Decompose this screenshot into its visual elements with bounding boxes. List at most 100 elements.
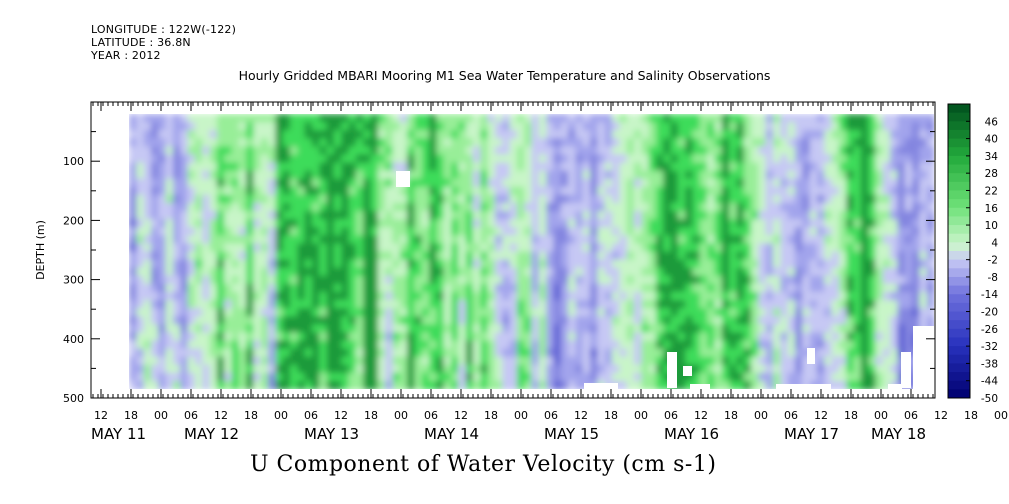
x-hour-label: 18 bbox=[364, 409, 378, 422]
y-tick-label: 400 bbox=[63, 333, 84, 346]
x-hour-label: 06 bbox=[184, 409, 198, 422]
x-hour-label: 12 bbox=[454, 409, 468, 422]
colorbar-swatch bbox=[948, 276, 970, 287]
x-day-label: MAY 11 bbox=[91, 425, 146, 443]
x-hour-label: 06 bbox=[304, 409, 318, 422]
year-label: YEAR : 2012 bbox=[91, 49, 161, 62]
x-hour-label: 00 bbox=[154, 409, 168, 422]
colorbar-swatch bbox=[948, 268, 970, 278]
colorbar-swatch bbox=[948, 328, 970, 338]
data-gap bbox=[901, 352, 911, 388]
x-hour-label: 00 bbox=[394, 409, 408, 422]
colorbar-swatch bbox=[948, 346, 970, 356]
colorbar-swatch bbox=[948, 302, 970, 313]
missing-data-gaps bbox=[396, 171, 935, 391]
x-hour-label: 18 bbox=[724, 409, 738, 422]
colorbar-label: -2 bbox=[988, 255, 998, 267]
chart-title: Hourly Gridded MBARI Mooring M1 Sea Wate… bbox=[238, 68, 771, 83]
data-gap bbox=[807, 348, 815, 364]
colorbar-label: 4 bbox=[991, 237, 998, 249]
colorbar-label: -38 bbox=[981, 358, 998, 370]
colorbar-swatch bbox=[948, 104, 970, 114]
colorbar-swatch bbox=[948, 311, 970, 321]
colorbar-swatch bbox=[948, 389, 970, 399]
colorbar-swatch bbox=[948, 233, 970, 243]
colorbar-swatch bbox=[948, 147, 970, 157]
x-day-label: MAY 13 bbox=[304, 425, 359, 443]
colorbar-swatch bbox=[948, 164, 970, 174]
y-tick-label: 100 bbox=[63, 155, 84, 168]
colorbar-label: 46 bbox=[985, 116, 999, 128]
x-hour-label: 18 bbox=[124, 409, 138, 422]
latitude-label: LATITUDE : 36.8N bbox=[91, 36, 191, 49]
x-hour-label: 12 bbox=[94, 409, 108, 422]
axis-ticks bbox=[91, 102, 935, 398]
x-hour-label: 12 bbox=[334, 409, 348, 422]
longitude-label: LONGITUDE : 122W(-122) bbox=[91, 23, 237, 36]
data-gap bbox=[888, 384, 902, 390]
y-tick-labels: 100 200 300 400 500 bbox=[63, 155, 84, 405]
colorbar-swatch bbox=[948, 372, 970, 382]
x-day-labels: MAY 11 MAY 12 MAY 13 MAY 14 MAY 15 MAY 16 MAY … bbox=[91, 425, 926, 443]
variable-label: U Component of Water Velocity (cm s-1) bbox=[250, 452, 717, 477]
x-hour-label: 06 bbox=[424, 409, 438, 422]
x-hour-label: 12 bbox=[814, 409, 828, 422]
colorbar-label: 22 bbox=[985, 185, 998, 197]
colorbar-swatch bbox=[948, 259, 970, 269]
colorbar-swatch bbox=[948, 190, 970, 200]
x-day-label: MAY 12 bbox=[184, 425, 239, 443]
colorbar-label: 28 bbox=[985, 168, 998, 180]
data-gap bbox=[690, 384, 710, 390]
colorbar-swatch bbox=[948, 225, 970, 235]
colorbar-swatch bbox=[948, 181, 970, 191]
x-day-label: MAY 14 bbox=[424, 425, 479, 443]
colorbar-swatch bbox=[948, 337, 970, 347]
y-axis-label: DEPTH (m) bbox=[34, 220, 47, 280]
x-hour-label: 18 bbox=[964, 409, 978, 422]
x-day-label: MAY 17 bbox=[784, 425, 839, 443]
y-tick-label: 200 bbox=[63, 214, 84, 227]
colorbar-swatch bbox=[948, 155, 970, 166]
colorbar-swatch bbox=[948, 216, 970, 226]
colorbar-swatch bbox=[948, 199, 970, 209]
x-hour-label: 00 bbox=[874, 409, 888, 422]
colorbar-label: 34 bbox=[985, 151, 999, 163]
x-hour-label: 00 bbox=[994, 409, 1008, 422]
y-tick-label: 500 bbox=[63, 392, 84, 405]
colorbar-swatch bbox=[948, 173, 970, 183]
x-hour-label: 18 bbox=[244, 409, 258, 422]
colorbar-label: -20 bbox=[981, 307, 998, 319]
data-gap bbox=[667, 352, 677, 388]
x-day-label: MAY 16 bbox=[664, 425, 719, 443]
colorbar-label: -44 bbox=[981, 376, 998, 388]
colorbar-label: -26 bbox=[981, 324, 998, 336]
x-hour-label: 12 bbox=[694, 409, 708, 422]
x-day-label: MAY 18 bbox=[871, 425, 926, 443]
colorbar-swatch bbox=[948, 285, 970, 295]
y-tick-label: 300 bbox=[63, 274, 84, 287]
colorbar-label: 16 bbox=[985, 203, 999, 215]
colorbar-frame bbox=[947, 103, 971, 399]
x-hour-label: 00 bbox=[514, 409, 528, 422]
x-hour-label: 06 bbox=[784, 409, 798, 422]
x-hour-tick-labels: 12 18 00 06 12 18 00 06 12 18 00 06 12 18 00 06 12 18 00 06… bbox=[94, 409, 1008, 422]
x-hour-label: 06 bbox=[544, 409, 558, 422]
colorbar-label: -32 bbox=[981, 341, 998, 353]
colorbar-swatch bbox=[948, 112, 970, 122]
data-gap bbox=[396, 171, 410, 187]
colorbar-swatch bbox=[948, 251, 970, 261]
data-gap bbox=[913, 326, 935, 390]
x-hour-label: 00 bbox=[634, 409, 648, 422]
x-hour-label: 00 bbox=[274, 409, 288, 422]
colorbar-swatch bbox=[948, 294, 970, 304]
colorbar-label: -14 bbox=[981, 289, 998, 301]
x-hour-label: 12 bbox=[574, 409, 588, 422]
colorbar-swatch bbox=[948, 138, 970, 148]
data-gap bbox=[776, 384, 831, 390]
x-day-label: MAY 15 bbox=[544, 425, 599, 443]
colorbar-swatch bbox=[948, 207, 970, 217]
colorbar-label: 10 bbox=[985, 220, 998, 232]
colorbar-label: 40 bbox=[985, 134, 998, 146]
colorbar-label: -8 bbox=[988, 272, 998, 284]
